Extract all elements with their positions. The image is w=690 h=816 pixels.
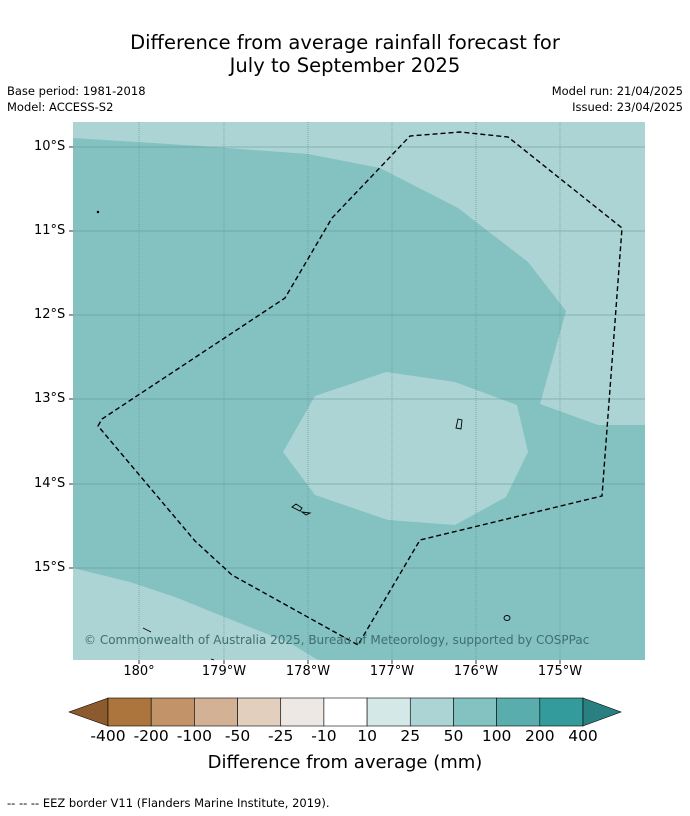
lon-label-178w: 178°W [285, 664, 331, 679]
map-meridians [138, 122, 561, 660]
chart-title-line1: Difference from average rainfall forecas… [130, 31, 560, 54]
colorbar-swatch [323, 697, 368, 727]
colorbar-extend-low [68, 697, 109, 727]
island-cluster-west [291, 503, 312, 516]
colorbar-swatch [539, 697, 584, 727]
colorbar-swatch [194, 697, 238, 727]
colorbar-tick-label: 200 [525, 727, 555, 745]
colorbar-swatch [280, 697, 325, 727]
island-east [455, 418, 463, 430]
colorbar-swatch [107, 697, 152, 727]
colorbar-title: Difference from average (mm) [207, 752, 483, 773]
copyright-text: © Commonwealth of Australia 2025, Bureau… [84, 633, 590, 647]
base-period-text: Base period: 1981-2018 [7, 84, 146, 98]
lon-label-177w: 177°W [369, 664, 415, 679]
model-text: Model: ACCESS-S2 [7, 100, 114, 114]
colorbar-swatch [237, 697, 282, 727]
colorbar-swatch [366, 697, 411, 727]
colorbar-swatch [150, 697, 195, 727]
lat-label-10s: 10°S [34, 139, 66, 154]
colorbar-swatch [409, 697, 454, 727]
lat-label-14s: 14°S [34, 476, 66, 491]
southwest-anomaly-region [73, 568, 318, 660]
colorbar-tick-label: 50 [443, 727, 464, 745]
central-anomaly-region [283, 372, 528, 525]
colorbar-tick-label: 10 [357, 727, 377, 745]
colorbar-tick-label: 25 [400, 727, 421, 745]
lat-ticks [69, 146, 73, 569]
lat-label-15s: 15°S [34, 560, 66, 575]
lat-label-13s: 13°S [34, 391, 66, 406]
colorbar-tick-label: -200 [133, 727, 169, 745]
lat-label-12s: 12°S [34, 307, 66, 322]
colorbar-swatch [496, 697, 541, 727]
lat-label-11s: 11°S [34, 223, 66, 238]
island-southwest [142, 627, 152, 633]
lon-ticks [138, 660, 561, 664]
lon-label-176w: 176°W [453, 664, 499, 679]
eez-legend-text: -- -- -- EEZ border V11 (Flanders Marine… [7, 796, 330, 810]
colorbar-tick-label: 100 [481, 727, 512, 745]
map-grid [73, 146, 645, 569]
lon-label-180: 180° [123, 664, 155, 679]
colorbar-tick-label: -100 [176, 727, 212, 745]
eez-border [97, 131, 623, 646]
colorbar-tick-label: -400 [90, 727, 126, 745]
island-south [503, 615, 511, 621]
colorbar-tick-label: 400 [568, 727, 598, 745]
model-run-text: Model run: 21/04/2025 [551, 84, 683, 98]
lon-label-175w: 175°W [537, 664, 583, 679]
chart-title-line2: July to September 2025 [229, 54, 461, 77]
colorbar-tick-label: -50 [224, 727, 251, 745]
colorbar-extend-high [582, 697, 622, 727]
island-dot [96, 210, 100, 214]
island-bottom [210, 658, 215, 661]
lon-label-179w: 179°W [201, 664, 247, 679]
colorbar [68, 697, 622, 727]
islands [96, 210, 511, 661]
colorbar-swatch [453, 697, 497, 727]
colorbar-tick-label: -25 [268, 727, 294, 745]
north-anomaly-region [73, 122, 645, 425]
colorbar-tick-label: -10 [311, 727, 337, 745]
issued-text: Issued: 23/04/2025 [572, 100, 683, 114]
